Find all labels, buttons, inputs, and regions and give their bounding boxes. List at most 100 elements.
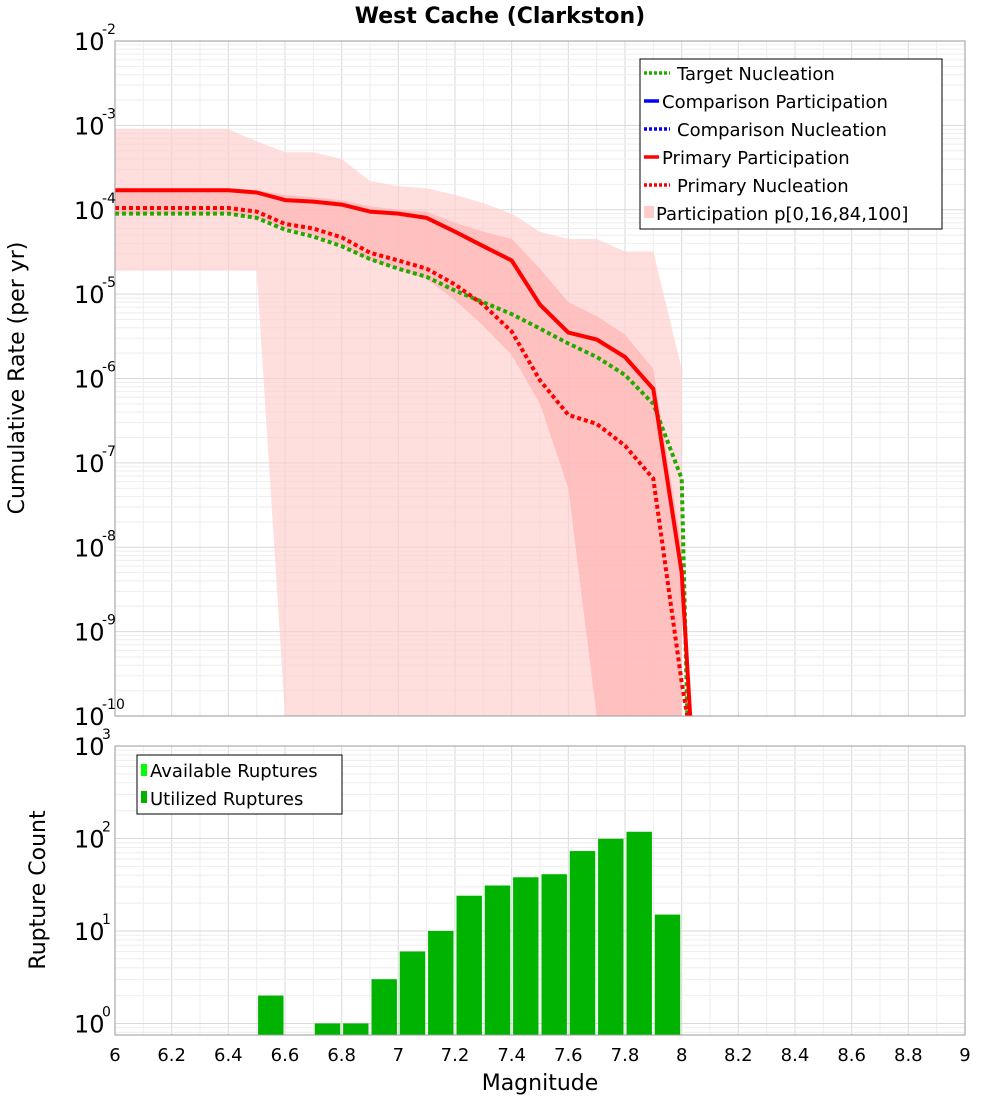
- participation-bands: [115, 129, 682, 716]
- magnitude-x-ticks: 6 6.2 6.4 6.6 6.8 7 7.2 7.4 7.6 7.8 8 8.2 8.4 8.6 8.8 9: [109, 1045, 970, 1066]
- y-tick: 10-3: [74, 106, 116, 140]
- legend-label-primary-participation: Primary Participation: [662, 148, 850, 169]
- y-tick-exponent: -5: [102, 275, 116, 291]
- x-tick-label: 6.6: [271, 1045, 300, 1066]
- y-tick: 10-9: [74, 613, 116, 647]
- legend-label-primary-nucleation: Primary Nucleation: [677, 176, 849, 197]
- y-tick-base: 10: [74, 281, 105, 309]
- y-tick-base: 10: [74, 1010, 105, 1038]
- y-tick: 10-7: [74, 444, 116, 478]
- series-line-primary-nucleation: [115, 206, 690, 717]
- bar-utilized-ruptures: [371, 979, 397, 1035]
- y-tick-exponent: 3: [102, 727, 111, 743]
- legend-label-comparison-nucleation: Comparison Nucleation: [677, 120, 887, 141]
- rate-legend-box: [639, 58, 943, 230]
- bar-utilized-ruptures: [399, 951, 426, 1035]
- x-tick-label: 7.4: [497, 1045, 526, 1066]
- y-tick-base: 10: [74, 703, 105, 731]
- y-tick: 10-4: [74, 191, 116, 225]
- rate-y-axis-label: Cumulative Rate (per yr): [5, 242, 30, 515]
- x-tick-label: 8.2: [724, 1045, 753, 1066]
- x-tick-label: 7.8: [611, 1045, 640, 1066]
- y-tick: 102: [74, 819, 111, 853]
- legend-label-utilized-ruptures: Utilized Ruptures: [150, 789, 303, 810]
- y-tick-base: 10: [74, 366, 105, 394]
- bar-utilized-ruptures: [428, 930, 454, 1035]
- y-tick-exponent: 2: [102, 819, 111, 835]
- x-tick-label: 6.8: [327, 1045, 356, 1066]
- rate-series: [115, 188, 693, 717]
- count-plot-frame: [114, 745, 966, 1036]
- x-tick-label: 6: [109, 1045, 120, 1066]
- count-legend: Available Ruptures Utilized Ruptures: [136, 754, 343, 815]
- legend-label-available-ruptures: Available Ruptures: [150, 761, 318, 782]
- x-tick-label: 9: [959, 1045, 970, 1066]
- y-tick-base: 10: [74, 619, 105, 647]
- bar-utilized-ruptures: [513, 877, 539, 1035]
- rate-legend: Target Nucleation Comparison Participati…: [639, 58, 943, 230]
- legend-swatch-available-ruptures: [141, 764, 147, 776]
- y-tick-exponent: -4: [102, 191, 116, 207]
- bar-utilized-ruptures: [314, 1023, 341, 1035]
- legend-label-comparison-participation: Comparison Participation: [662, 92, 888, 113]
- count-y-axis-label: Rupture Count: [26, 810, 51, 970]
- count-legend-box: [136, 754, 343, 815]
- legend-swatch-utilized-ruptures: [141, 791, 147, 803]
- bar-utilized-ruptures: [626, 831, 652, 1035]
- y-tick-exponent: -3: [102, 106, 116, 122]
- series-line-primary-participation: [115, 188, 693, 717]
- rupture-bars: [258, 831, 681, 1035]
- x-tick-label: 7.2: [441, 1045, 470, 1066]
- y-tick-exponent: -10: [102, 697, 125, 713]
- y-tick-exponent: 1: [102, 912, 111, 928]
- x-tick-label: 8.8: [894, 1045, 923, 1066]
- y-tick-base: 10: [74, 825, 105, 853]
- legend-label-target-nucleation: Target Nucleation: [676, 64, 835, 85]
- bar-utilized-ruptures: [598, 838, 624, 1035]
- bar-utilized-ruptures: [541, 874, 567, 1035]
- x-tick-label: 6.2: [157, 1045, 186, 1066]
- y-tick: 10-5: [74, 275, 116, 309]
- y-tick: 10-10: [74, 697, 125, 731]
- y-tick: 10-6: [74, 360, 116, 394]
- y-tick-exponent: -7: [102, 444, 116, 460]
- bar-utilized-ruptures: [569, 851, 596, 1035]
- x-tick-label: 6.4: [214, 1045, 243, 1066]
- y-tick: 10-2: [74, 22, 116, 56]
- rate-plot-frame: [114, 40, 966, 717]
- y-tick-base: 10: [74, 112, 105, 140]
- y-tick-base: 10: [74, 450, 105, 478]
- x-axis-label: Magnitude: [482, 1071, 599, 1096]
- y-tick: 10-8: [74, 528, 116, 562]
- y-tick: 101: [74, 912, 111, 946]
- bar-utilized-ruptures: [484, 885, 511, 1035]
- y-tick: 100: [74, 1004, 111, 1038]
- y-tick-exponent: -6: [102, 360, 116, 376]
- chart-title: West Cache (Clarkston): [355, 4, 645, 29]
- series-line-target-nucleation: [115, 211, 690, 717]
- bar-utilized-ruptures: [343, 1023, 369, 1035]
- x-tick-label: 8.4: [781, 1045, 810, 1066]
- y-tick-exponent: -8: [102, 528, 116, 544]
- y-tick-exponent: -2: [102, 22, 116, 38]
- bar-utilized-ruptures: [654, 914, 681, 1035]
- x-tick-label: 8: [676, 1045, 687, 1066]
- band-p16-p84: [115, 188, 682, 716]
- legend-label-participation-band: Participation p[0,16,84,100]: [656, 204, 908, 225]
- y-tick-base: 10: [74, 733, 105, 761]
- x-tick-label: 8.6: [837, 1045, 866, 1066]
- y-tick-base: 10: [74, 534, 105, 562]
- y-tick: 103: [74, 727, 111, 761]
- y-tick-base: 10: [74, 197, 105, 225]
- bar-utilized-ruptures: [456, 895, 482, 1035]
- legend-swatch-participation-band: [644, 206, 654, 218]
- rate-y-ticks: 10-210-310-410-510-610-710-810-910-10: [74, 22, 125, 731]
- y-tick-base: 10: [74, 28, 105, 56]
- y-tick-base: 10: [74, 918, 105, 946]
- y-tick-exponent: -9: [102, 613, 116, 629]
- bar-utilized-ruptures: [258, 995, 284, 1035]
- x-tick-label: 7: [393, 1045, 404, 1066]
- x-tick-label: 7.6: [554, 1045, 583, 1066]
- y-tick-exponent: 0: [102, 1004, 111, 1020]
